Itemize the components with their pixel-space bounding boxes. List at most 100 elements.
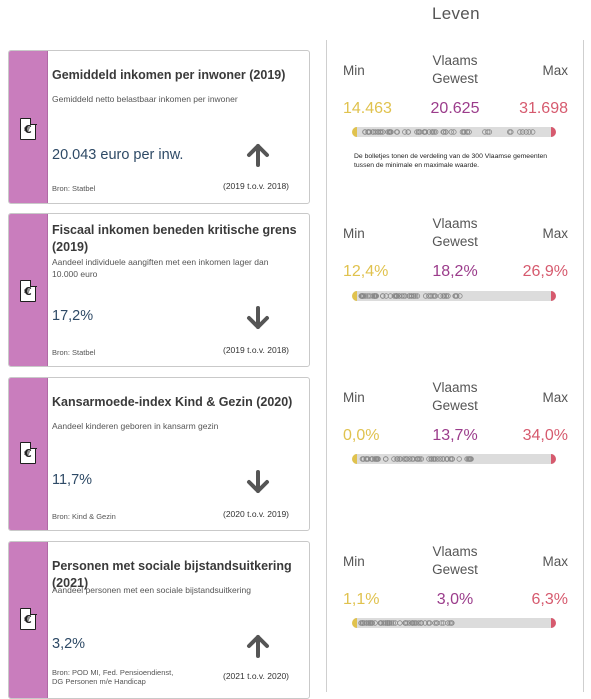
- municipality-dot: [399, 293, 405, 299]
- municipality-dot: [517, 129, 523, 135]
- card-source: Bron: Statbel: [52, 184, 96, 193]
- municipality-dot: [428, 456, 434, 462]
- max-label: Max: [542, 554, 568, 569]
- municipality-dot: [466, 129, 472, 135]
- municipality-dot: [422, 293, 429, 299]
- municipality-dot: [437, 293, 444, 299]
- column-divider-left: [326, 40, 327, 692]
- municipality-dot: [390, 620, 396, 626]
- card-accent-strip: €: [9, 51, 48, 203]
- municipality-dot: [372, 129, 379, 135]
- region-value: 20.625: [430, 100, 480, 117]
- card-subtitle: Gemiddeld netto belastbaar inkomen per i…: [52, 94, 238, 104]
- card-value: 11,7%: [52, 472, 93, 488]
- municipality-dot: [482, 129, 488, 135]
- municipality-dot: [406, 293, 412, 299]
- municipality-dot: [484, 129, 491, 135]
- municipality-dot: [369, 456, 376, 462]
- card-value: 3,2%: [52, 636, 86, 652]
- municipality-dot: [380, 293, 386, 299]
- municipality-dot: [394, 129, 400, 135]
- municipality-dot: [407, 456, 413, 462]
- max-value: 6,3%: [531, 591, 568, 608]
- indicator-card-kansarmoede[interactable]: € Kansarmoede-index Kind & Gezin (2020) …: [8, 377, 310, 531]
- card-value: 17,2%: [52, 308, 94, 324]
- municipality-dot: [387, 293, 394, 299]
- stat-range-income: Min Vlaams Gewest Max 14.463 20.625 31.6…: [338, 52, 570, 192]
- euro-document-icon: €: [20, 117, 37, 140]
- card-title: Fiscaal inkomen beneden kritische grens …: [52, 223, 297, 254]
- max-label: Max: [542, 226, 568, 241]
- municipality-dot: [388, 620, 395, 626]
- municipality-dot: [426, 129, 432, 135]
- municipality-dot: [409, 620, 415, 626]
- municipality-dot: [443, 129, 449, 135]
- municipality-dot: [415, 129, 422, 135]
- municipality-dot: [456, 456, 462, 462]
- municipality-dot: [375, 456, 381, 462]
- indicator-card-fiscal-income[interactable]: € Fiscaal inkomen beneden kritische gren…: [8, 213, 310, 367]
- distribution-bar: [352, 454, 556, 464]
- card-subtitle: Aandeel individuele aangiften met een in…: [52, 257, 269, 279]
- region-label: Vlaams Gewest: [432, 53, 478, 86]
- min-value: 12,4%: [343, 263, 389, 280]
- card-source: Bron: POD MI, Fed. Pensioendienst, DG Pe…: [52, 668, 174, 686]
- min-label: Min: [343, 554, 365, 569]
- max-value: 31.698: [519, 100, 568, 117]
- municipality-dot: [448, 129, 454, 135]
- trend-down-arrow-icon: [247, 306, 269, 329]
- card-accent-strip: €: [9, 542, 48, 698]
- min-cap: [352, 291, 357, 301]
- municipality-dot: [422, 620, 428, 626]
- card-subtitle: Aandeel personen met een sociale bijstan…: [52, 585, 251, 595]
- card-source: Bron: Statbel: [52, 348, 96, 357]
- euro-document-icon: €: [20, 279, 37, 302]
- municipality-dot: [402, 129, 408, 135]
- municipality-dot: [445, 620, 451, 626]
- card-title: Personen met sociale bijstandsuitkering …: [52, 559, 292, 590]
- municipality-dot: [440, 129, 446, 135]
- min-value: 14.463: [343, 100, 392, 117]
- card-title: Kansarmoede-index Kind & Gezin (2020): [52, 395, 293, 409]
- card-accent-strip: €: [9, 378, 48, 530]
- municipality-dot: [438, 620, 445, 626]
- column-title: Leven: [432, 4, 480, 23]
- municipality-dot: [432, 620, 438, 626]
- municipality-dot: [432, 129, 439, 135]
- min-label: Min: [343, 226, 365, 241]
- municipality-dot: [448, 620, 454, 626]
- trend-down-arrow-icon: [247, 470, 269, 493]
- municipality-dot: [380, 129, 386, 135]
- indicator-card-income[interactable]: € Gemiddeld inkomen per inwoner (2019) G…: [8, 50, 310, 204]
- column-divider-right: [583, 40, 584, 692]
- card-value: 20.043 euro per inw.: [52, 147, 184, 163]
- max-cap: [551, 127, 556, 137]
- municipality-dot: [402, 620, 409, 626]
- municipality-dot: [432, 456, 438, 462]
- card-period: (2019 t.o.v. 2018): [223, 345, 289, 355]
- municipality-dot: [410, 456, 417, 462]
- municipality-dot: [405, 129, 411, 135]
- indicator-card-bijstand[interactable]: € Personen met sociale bijstandsuitkerin…: [8, 541, 310, 699]
- municipality-dot: [403, 456, 409, 462]
- municipality-dot: [418, 620, 424, 626]
- card-period: (2019 t.o.v. 2018): [223, 181, 289, 191]
- municipality-dot: [361, 620, 367, 626]
- max-cap: [551, 291, 556, 301]
- municipality-dot: [529, 129, 536, 135]
- municipality-dot: [397, 456, 403, 462]
- card-subtitle: Aandeel kinderen geboren in kansarm gezi…: [52, 421, 219, 431]
- municipality-dot: [359, 293, 365, 299]
- municipality-dot: [526, 129, 532, 135]
- municipality-dot: [372, 293, 378, 299]
- max-label: Max: [542, 63, 568, 78]
- card-title: Gemiddeld inkomen per inwoner (2019): [52, 68, 286, 82]
- max-label: Max: [542, 390, 568, 405]
- region-value: 13,7%: [432, 427, 478, 444]
- municipality-dot: [437, 456, 444, 462]
- max-cap: [551, 618, 556, 628]
- municipality-dot: [387, 620, 393, 626]
- municipality-dot: [380, 620, 387, 626]
- municipality-dot: [378, 620, 384, 626]
- municipality-dot: [392, 620, 398, 626]
